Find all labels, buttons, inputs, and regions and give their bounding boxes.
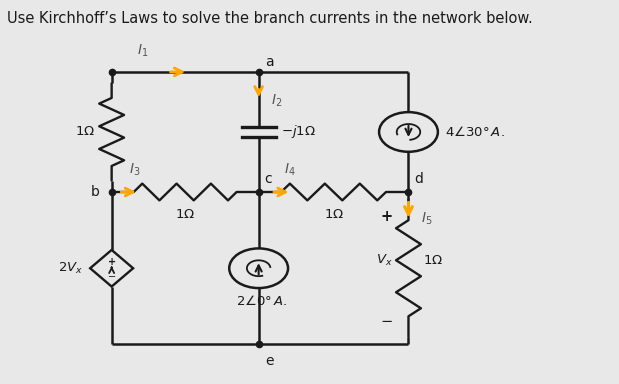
Text: Use Kirchhoff’s Laws to solve the branch currents in the network below.: Use Kirchhoff’s Laws to solve the branch… bbox=[7, 11, 533, 26]
Text: $I_5$: $I_5$ bbox=[421, 210, 433, 227]
Text: b: b bbox=[90, 185, 99, 199]
Text: $2\angle0°\,A.$: $2\angle0°\,A.$ bbox=[236, 294, 287, 308]
Text: +: + bbox=[381, 209, 392, 224]
Text: 1$\Omega$: 1$\Omega$ bbox=[324, 208, 344, 221]
Text: 1$\Omega$: 1$\Omega$ bbox=[75, 126, 95, 139]
Text: $-$: $-$ bbox=[107, 270, 116, 280]
Text: $I_2$: $I_2$ bbox=[271, 92, 282, 109]
Text: $-j1\Omega$: $-j1\Omega$ bbox=[281, 124, 316, 141]
Text: $4\angle30°\,A.$: $4\angle30°\,A.$ bbox=[445, 125, 505, 139]
Text: $V_x$: $V_x$ bbox=[376, 253, 392, 268]
Text: 1$\Omega$: 1$\Omega$ bbox=[423, 254, 443, 267]
Text: a: a bbox=[266, 55, 274, 69]
Text: $2V_x$: $2V_x$ bbox=[58, 261, 84, 276]
Text: $-$: $-$ bbox=[380, 312, 392, 327]
Text: e: e bbox=[266, 354, 274, 368]
Text: 1$\Omega$: 1$\Omega$ bbox=[175, 208, 195, 221]
Text: $I_1$: $I_1$ bbox=[137, 42, 149, 59]
Text: $I_3$: $I_3$ bbox=[129, 161, 140, 177]
Text: c: c bbox=[264, 172, 272, 186]
Text: d: d bbox=[414, 172, 423, 186]
Text: +: + bbox=[108, 257, 116, 267]
Text: $I_4$: $I_4$ bbox=[284, 161, 295, 177]
